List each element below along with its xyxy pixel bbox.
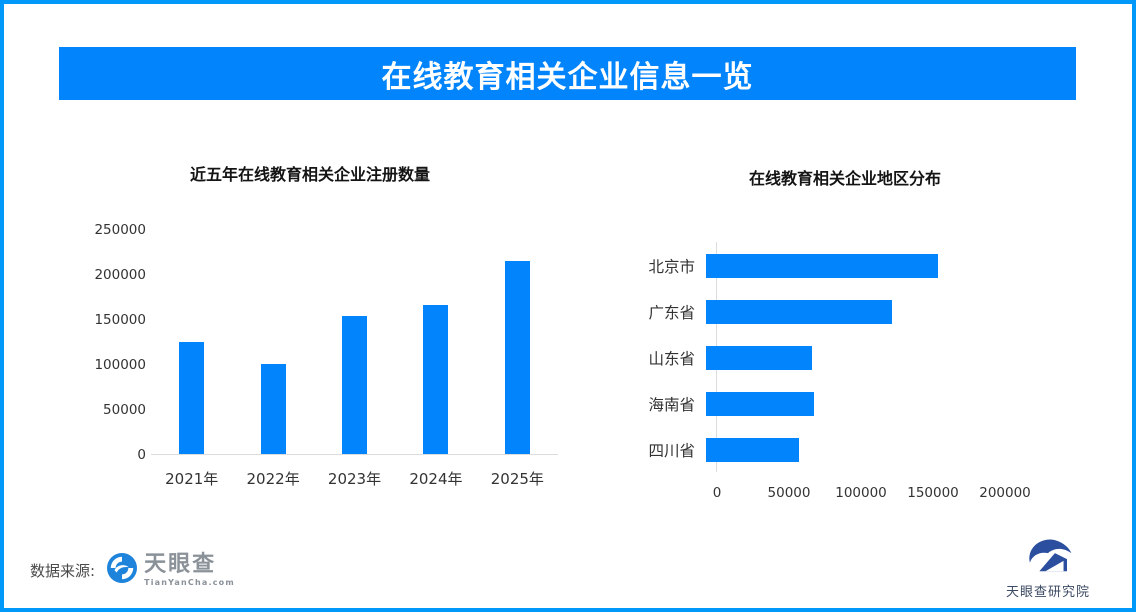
tianyancha-wordmark: 天眼查 TianYanCha.com [144,551,235,587]
bar-slot [477,230,558,454]
y-tick-label: 250000 [94,222,146,238]
y-tick-label: 0 [137,447,146,463]
x-tick-label: 0 [712,485,722,501]
region-row: 北京市 [636,243,1080,289]
region-chart-title: 在线教育相关企业地区分布 [748,169,941,188]
region-bar [706,392,814,416]
page-title: 在线教育相关企业信息一览 [381,59,754,95]
right-chart-x-labels: 0 50000 100000 150000 200000 [713,485,1077,503]
bar-track [706,392,1080,416]
tianyancha-eye-icon [107,553,138,587]
x-tick-label: 2025年 [490,470,544,488]
region-label: 广东省 [648,304,695,322]
region-bar [706,300,892,324]
institute-logo: 天眼查研究院 [992,535,1104,600]
region-bar [706,346,813,370]
region-row: 四川省 [636,427,1080,473]
bar-track [706,254,1080,278]
x-tick-label: 2021年 [165,470,219,488]
y-tick-label: 200000 [94,267,146,283]
right-chart-rows: 北京市广东省山东省海南省四川省 [636,243,1080,473]
registration-bar [260,364,286,454]
x-tick-label: 200000 [979,485,1031,501]
bar-track [706,300,1080,324]
x-tick-label: 2023年 [327,470,382,488]
bar-slot [314,230,395,454]
registration-bar [504,261,530,454]
region-label: 海南省 [648,396,695,414]
bar-slot [395,230,476,454]
institute-mountain-icon [1022,535,1074,577]
x-tick-label: 2022年 [246,470,300,488]
region-row: 山东省 [636,335,1080,381]
x-tick-label: 2024年 [409,470,463,488]
data-source: 数据来源: 天眼查 TianYanCha.com [30,553,235,587]
tianyancha-domain: TianYanCha.com [144,577,235,587]
registration-bar [423,304,449,454]
region-label: 山东省 [648,350,695,368]
bar-slot [151,230,232,454]
tianyancha-logo: 天眼查 TianYanCha.com [107,553,235,587]
region-row: 海南省 [636,381,1080,427]
region-bar [706,438,799,462]
x-tick-label: 150000 [907,485,959,501]
left-chart-x-labels: 2021年 2022年 2023年 2024年 2025年 [151,468,558,489]
y-tick-label: 150000 [94,312,146,328]
x-tick-label: 100000 [835,485,887,501]
registrations-chart-title: 近五年在线教育相关企业注册数量 [189,165,430,184]
left-chart-y-axis: 0 50000 100000 150000 200000 250000 [88,222,146,463]
tianyancha-name: 天眼查 [144,551,217,577]
data-source-label: 数据来源: [30,561,96,580]
page-title-banner: 在线教育相关企业信息一览 [59,47,1076,100]
region-label: 四川省 [648,442,695,460]
region-label: 北京市 [648,258,695,276]
registration-bar [179,342,205,454]
bar-track [706,346,1080,370]
bar-track [706,438,1080,462]
y-tick-label: 100000 [94,357,146,373]
bar-slot [232,230,313,454]
left-chart-plot [151,230,558,455]
region-row: 广东省 [636,289,1080,335]
registration-bar [342,316,368,454]
x-tick-label: 50000 [767,485,811,501]
y-tick-label: 50000 [103,402,146,418]
institute-name: 天眼查研究院 [1005,585,1090,600]
region-bar [706,254,938,278]
